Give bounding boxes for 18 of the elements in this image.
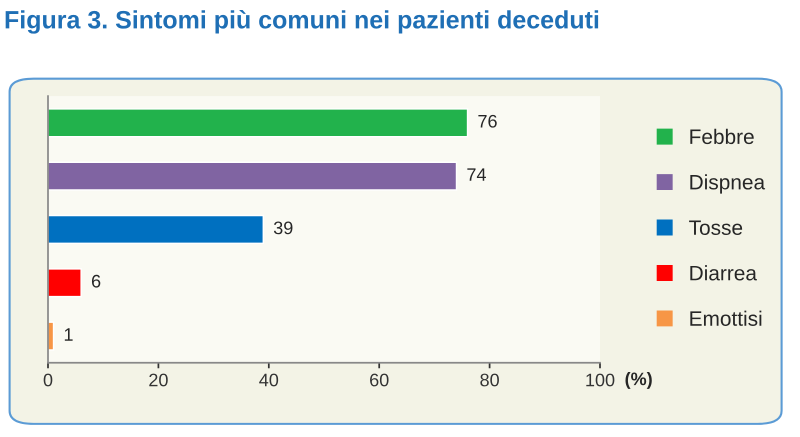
data-label: 1 — [64, 328, 73, 341]
data-label: 76 — [478, 114, 497, 128]
x-tick-label: 80 — [480, 374, 499, 386]
x-tick-label: 40 — [259, 374, 278, 386]
legend-label: Tosse — [689, 220, 742, 236]
legend-label: Diarrea — [690, 265, 757, 280]
legend-label: Dispnea — [690, 174, 766, 194]
data-label: 74 — [467, 168, 486, 181]
x-tick-label: 100 — [586, 374, 614, 386]
legend-label: Emottisi — [690, 310, 762, 326]
x-axis-title: (%) — [626, 372, 652, 389]
chart-title: Figura 3. Sintomi più comuni nei pazienti deceduti — [6, 10, 598, 34]
x-tick-label: 0 — [44, 374, 52, 386]
legend-label: Febbre — [690, 128, 754, 144]
data-label: 39 — [274, 221, 292, 234]
x-tick-label: 60 — [370, 374, 389, 386]
data-label: 6 — [92, 274, 100, 288]
x-tick-label: 20 — [149, 374, 168, 386]
